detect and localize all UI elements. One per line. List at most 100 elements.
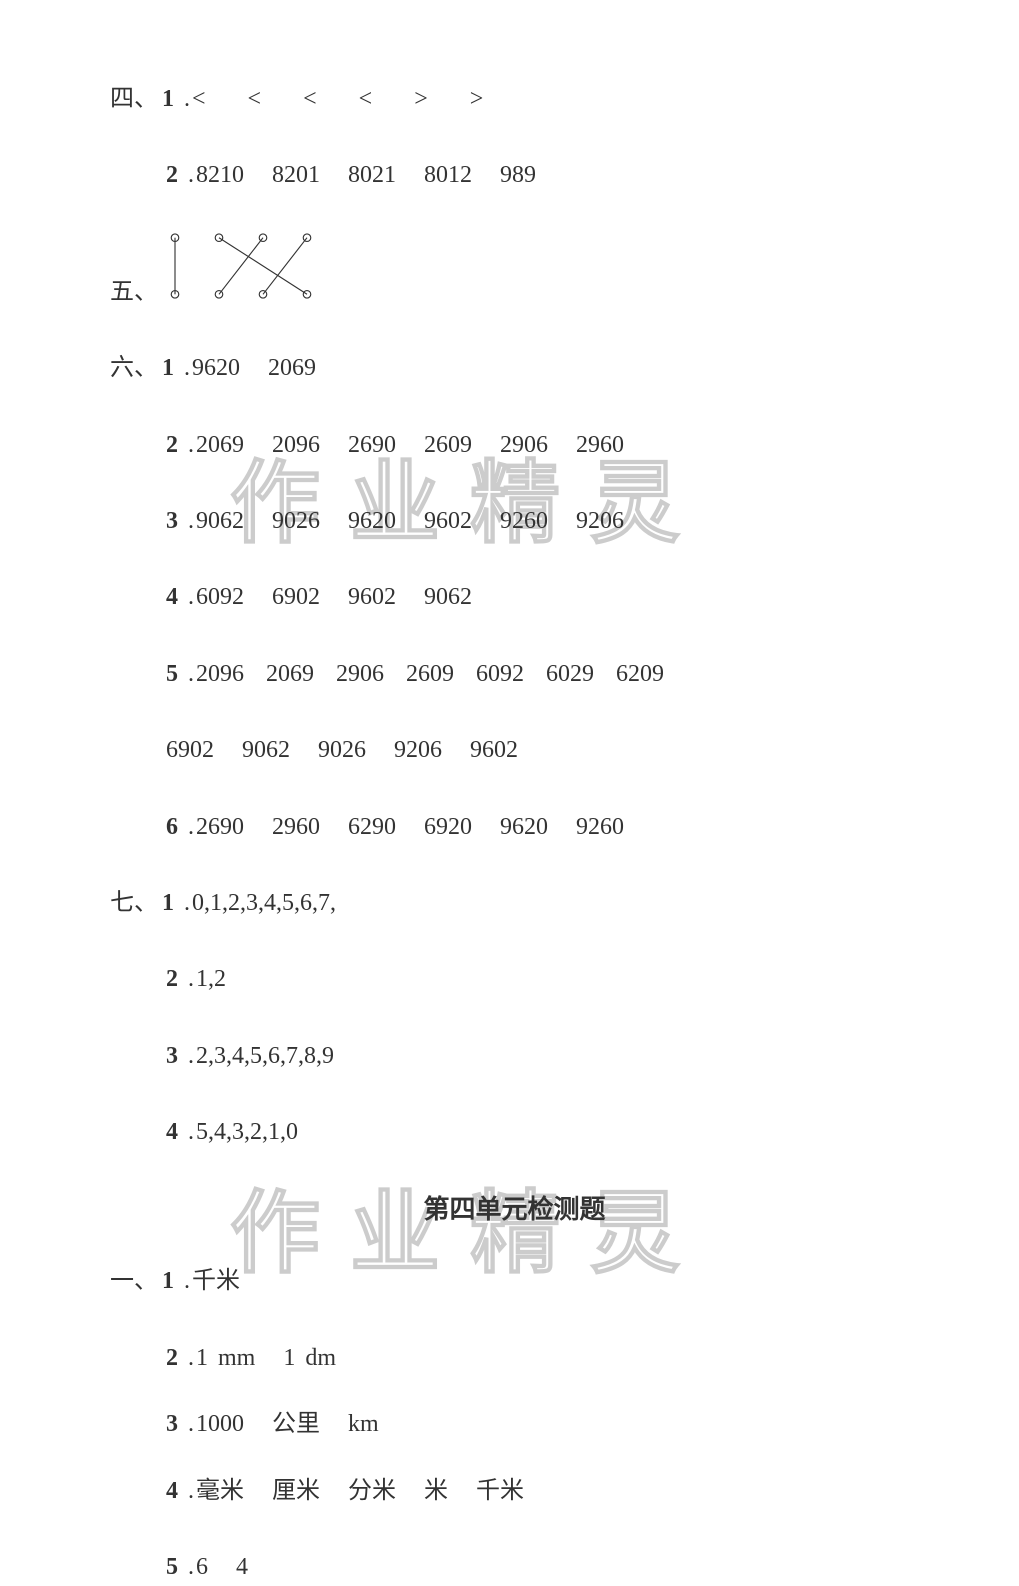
item-number: 1 [162,349,174,387]
answer-value: 8201 [272,156,320,194]
answer-sequence: 1,2 [196,960,226,998]
item-number: 6 [166,808,178,846]
answer-value: 6092 [196,578,244,616]
answer-value: 9620 [500,808,548,846]
answer-value: < [192,80,206,118]
answer-value: 6902 [272,578,320,616]
item-number: 1 [162,80,174,118]
answer-value: 公里 [272,1405,320,1443]
answer-value: 2069 [268,349,316,387]
section-6-item-3: 3. 9062 9026 9620 9602 9260 9206 [110,502,919,540]
section-a-item-5: 5. 6 4 [110,1548,919,1586]
answer-value: 9602 [348,578,396,616]
section-6-item-1: 六、 1. 9620 2069 [110,349,919,387]
answer-value: 8210 [196,156,244,194]
answer-value: 2096 [272,426,320,464]
section-7-item-3: 3. 2,3,4,5,6,7,8,9 [110,1037,919,1075]
answer-value: 2609 [406,655,454,693]
answer-value: 8012 [424,156,472,194]
answer-value: < [359,80,373,118]
answer-value: 6209 [616,655,664,693]
section-5-label: 五、 [110,273,158,311]
section-a-item-2: 2. 1 mm 1 dm [110,1339,919,1377]
answer-value: 1 [283,1339,295,1377]
section-6-item-2: 2. 2069 2096 2690 2609 2906 2960 [110,426,919,464]
answer-value: 9602 [470,731,518,769]
answer-value: mm [218,1339,255,1377]
answer-value: 2069 [266,655,314,693]
item-number: 3 [166,1405,178,1443]
answer-value: 989 [500,156,536,194]
section-a-item-3: 3. 1000 公里 km [110,1405,919,1443]
answer-value: 2609 [424,426,472,464]
answer-value: 9260 [576,808,624,846]
answer-value: 2096 [196,655,244,693]
section-7-item-4: 4. 5,4,3,2,1,0 [110,1113,919,1151]
section-6-label: 六、 [110,349,158,387]
answer-value: > [414,80,428,118]
answer-value: 6290 [348,808,396,846]
item-number: 3 [166,1037,178,1075]
answer-value: 米 [424,1472,448,1510]
answer-value: 9620 [348,502,396,540]
section-6-item-5-line1: 5. 2096 2069 2906 2609 6092 6029 6209 [110,655,919,693]
answer-value: 2960 [576,426,624,464]
answer-value: 分米 [348,1472,396,1510]
answer-value: 2069 [196,426,244,464]
answer-value: < [303,80,317,118]
answer-value: 9620 [192,349,240,387]
section-a-item-1: 一、 1. 千米 [110,1262,919,1300]
item-number: 5 [166,1548,178,1586]
section-7-label: 七、 [110,884,158,922]
answer-value: 9260 [500,502,548,540]
answer-value: 2960 [272,808,320,846]
answer-value: 9026 [272,502,320,540]
answer-value: > [470,80,484,118]
item-number: 1 [162,1262,174,1300]
section-5: 五、 [110,233,919,311]
section-a-label: 一、 [110,1262,158,1300]
section-6-item-4: 4. 6092 6902 9602 9062 [110,578,919,616]
answer-value: km [348,1405,379,1443]
section-6-item-5-line2: 6902 9062 9026 9206 9602 [110,731,919,769]
answer-value: 6092 [476,655,524,693]
answer-value: 1000 [196,1405,244,1443]
answer-value: 2906 [500,426,548,464]
answer-value: 6920 [424,808,472,846]
answer-value: < [248,80,262,118]
answer-value: 9206 [576,502,624,540]
answer-value: 2690 [196,808,244,846]
answer-sequence: 2,3,4,5,6,7,8,9 [196,1037,334,1075]
section-7-item-1: 七、 1. 0,1,2,3,4,5,6,7, [110,884,919,922]
matching-diagram [166,233,316,299]
section-7-item-2: 2. 1,2 [110,960,919,998]
unit-title: 第四单元检测题 [110,1189,919,1226]
item-number: 1 [162,884,174,922]
item-number: 4 [166,578,178,616]
answer-value: 9026 [318,731,366,769]
answer-value: 9602 [424,502,472,540]
item-number: 2 [166,1339,178,1377]
answer-value: 2690 [348,426,396,464]
answer-value: 9206 [394,731,442,769]
answer-sequence: 0,1,2,3,4,5,6,7, [192,884,336,922]
answer-value: 6029 [546,655,594,693]
answer-value: 8021 [348,156,396,194]
item-number: 4 [166,1113,178,1151]
answer-value: 6902 [166,731,214,769]
answer-sequence: 5,4,3,2,1,0 [196,1113,298,1151]
section-4-item-2: 2. 8210 8201 8021 8012 989 [110,156,919,194]
section-4-label: 四、 [110,80,158,118]
section-4-item-1: 四、 1. < < < < > > [110,80,919,118]
page-content: 四、 1. < < < < > > 2. 8210 8201 8021 8012… [110,80,919,1586]
answer-value: 9062 [242,731,290,769]
answer-value: 4 [236,1548,248,1586]
item-number: 5 [166,655,178,693]
answer-value: 6 [196,1548,208,1586]
answer-value: 9062 [196,502,244,540]
answer-value: 厘米 [272,1472,320,1510]
item-number: 3 [166,502,178,540]
item-number: 2 [166,426,178,464]
item-number: 2 [166,156,178,194]
item-number: 4 [166,1472,178,1510]
